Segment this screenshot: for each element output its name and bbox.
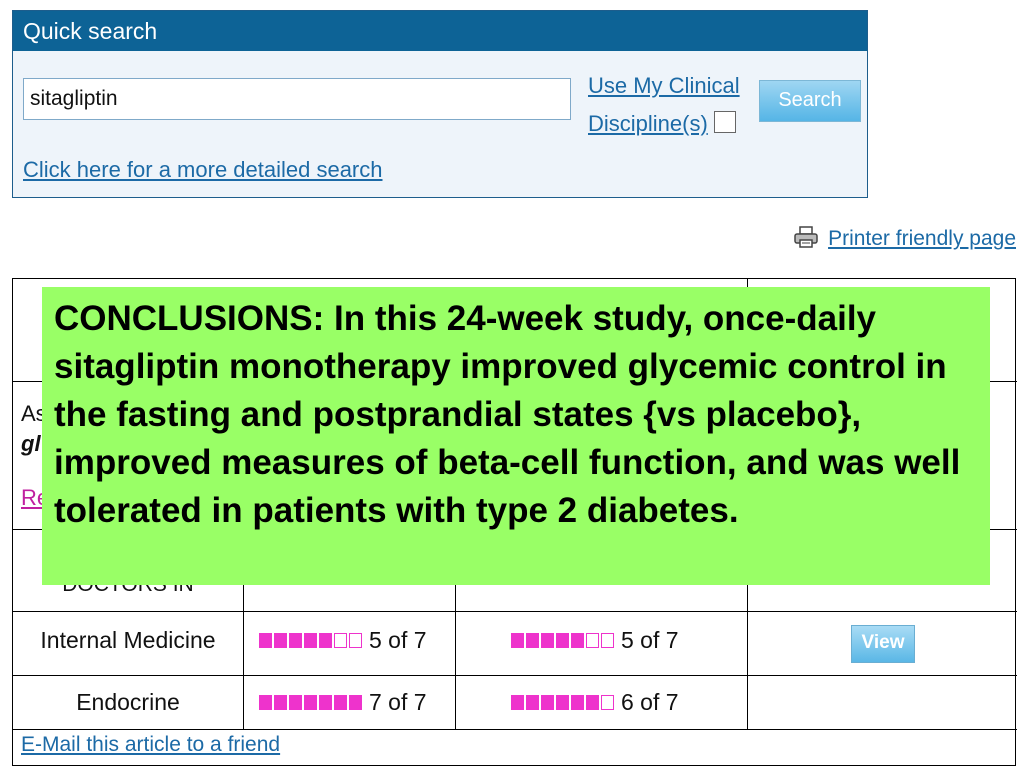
discipline-checkbox[interactable]: [713, 111, 736, 133]
rating-internal-medicine-2: 5 of 7: [511, 627, 679, 654]
row-label-endocrine: Endocrine: [76, 689, 180, 715]
rating-text: 6 of 7: [621, 689, 679, 715]
rating-endocrine-1: 7 of 7: [259, 689, 427, 716]
rating-text: 7 of 7: [369, 689, 427, 715]
row-label-internal-medicine: Internal Medicine: [40, 627, 216, 653]
discipline-link[interactable]: Discipline(s): [588, 111, 708, 136]
use-my-clinical-link[interactable]: Use My Clinical: [588, 73, 740, 98]
printer-icon[interactable]: [794, 226, 818, 248]
quick-search-panel: Quick search sitagliptin Use My Clinical…: [12, 10, 868, 198]
email-article-link[interactable]: E-Mail this article to a friend: [21, 733, 281, 756]
search-button[interactable]: Search: [759, 80, 861, 122]
detailed-search-link[interactable]: Click here for a more detailed search: [23, 157, 383, 182]
quick-search-title: Quick search: [13, 11, 867, 51]
rating-endocrine-2: 6 of 7: [511, 689, 679, 716]
conclusions-overlay: CONCLUSIONS: In this 24-week study, once…: [42, 287, 990, 585]
rating-text: 5 of 7: [621, 627, 679, 653]
view-button[interactable]: View: [851, 625, 915, 663]
rating-text: 5 of 7: [369, 627, 427, 653]
rating-internal-medicine-1: 5 of 7: [259, 627, 427, 654]
partial-text-2: gl: [21, 431, 41, 456]
search-input[interactable]: sitagliptin: [23, 78, 571, 120]
printer-friendly: Printer friendly page: [794, 226, 1016, 251]
printer-friendly-link[interactable]: Printer friendly page: [828, 227, 1016, 250]
clinical-discipline-option: Use My Clinical Discipline(s): [588, 67, 740, 143]
